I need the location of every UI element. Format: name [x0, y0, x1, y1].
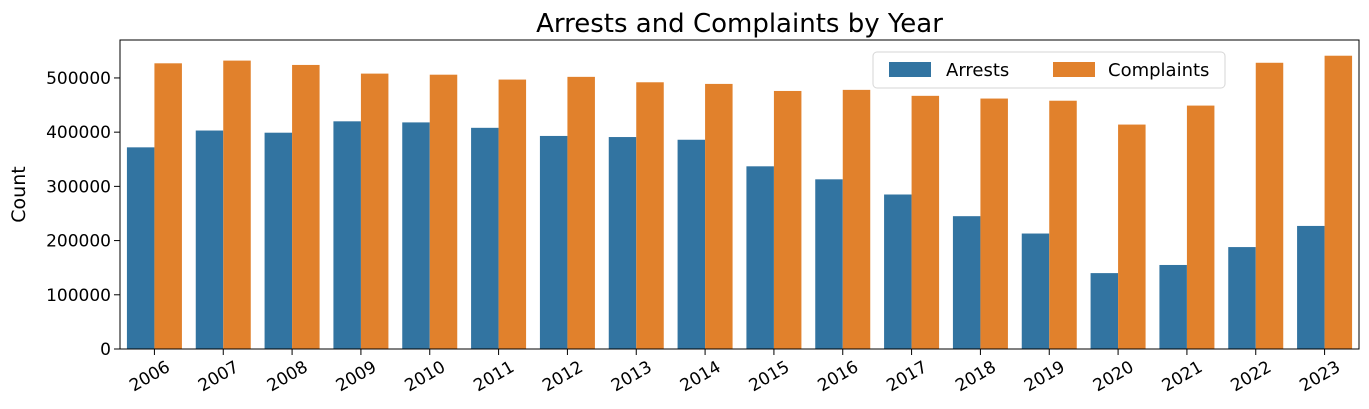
bar-complaints-2006	[154, 63, 182, 350]
x-tick-label: 2015	[746, 357, 793, 396]
bar-arrests-2015	[746, 166, 774, 349]
plot-frame	[119, 39, 1360, 350]
x-tick-label: 2017	[883, 357, 930, 396]
x-tick-label: 2020	[1090, 357, 1137, 396]
bar-arrests-2020	[1090, 273, 1119, 349]
bar-arrests-2021	[1159, 264, 1187, 349]
bar-complaints-2022	[1255, 62, 1284, 350]
bar-complaints-2019	[1049, 100, 1077, 349]
bar-arrests-2022	[1228, 247, 1256, 349]
x-tick-label: 2022	[1228, 357, 1275, 396]
legend-box	[872, 51, 1226, 89]
bar-arrests-2007	[195, 130, 224, 349]
chart-title: Arrests and Complaints by Year	[536, 9, 943, 39]
x-tick-label: 2016	[815, 357, 862, 396]
bar-complaints-2009	[360, 73, 389, 350]
bar-arrests-2006	[126, 147, 155, 349]
bar-arrests-2011	[471, 127, 499, 349]
x-tick-label: 2023	[1296, 357, 1343, 396]
bar-complaints-2018	[980, 98, 1008, 349]
x-tick-label: 2007	[195, 357, 242, 396]
x-tick-label: 2011	[470, 357, 517, 396]
bar-arrests-2010	[402, 122, 430, 350]
bar-arrests-2008	[264, 132, 293, 349]
x-tick-label: 2006	[126, 357, 173, 396]
bar-complaints-2015	[773, 90, 802, 350]
bars-group	[126, 55, 1353, 350]
y-tick-label: 500000	[46, 69, 111, 89]
bar-arrests-2014	[677, 139, 706, 349]
bar-arrests-2013	[608, 137, 637, 349]
bar-complaints-2023	[1324, 55, 1353, 349]
bar-complaints-2016	[842, 89, 871, 350]
bar-complaints-2010	[429, 74, 458, 349]
legend-swatch-arrests	[889, 62, 931, 77]
legend-swatch-complaints	[1053, 62, 1095, 77]
x-tick-label: 2021	[1159, 357, 1206, 396]
legend: Arrests Complaints	[872, 51, 1226, 89]
bar-complaints-2008	[292, 64, 320, 349]
bar-complaints-2012	[567, 76, 595, 350]
bar-complaints-2021	[1186, 105, 1215, 349]
y-tick-label: 100000	[46, 286, 111, 306]
x-tick-label: 2010	[402, 357, 449, 396]
x-tick-label: 2008	[264, 357, 311, 396]
bar-arrests-2009	[333, 121, 361, 349]
x-tick-label: 2014	[677, 357, 724, 396]
bar-arrests-2019	[1021, 233, 1050, 349]
x-tick-label: 2012	[539, 357, 586, 396]
bar-complaints-2011	[498, 79, 527, 349]
bar-complaints-2014	[705, 83, 733, 349]
bar-arrests-2018	[952, 216, 981, 349]
bar-arrests-2017	[884, 194, 912, 349]
y-tick-label: 0	[100, 340, 111, 360]
y-axis-ticks: 0 100000 200000 300000 400000 500000	[46, 69, 120, 360]
y-tick-label: 200000	[46, 232, 111, 252]
bar-arrests-2016	[815, 179, 843, 349]
y-axis-label: Count	[8, 166, 30, 222]
x-tick-label: 2013	[608, 357, 655, 396]
y-tick-label: 300000	[46, 177, 111, 197]
bar-complaints-2017	[911, 95, 940, 349]
bar-arrests-2012	[539, 135, 568, 349]
x-tick-label: 2018	[952, 357, 999, 396]
x-tick-label: 2009	[333, 357, 380, 396]
bar-arrests-2023	[1297, 225, 1325, 349]
x-tick-label: 2019	[1021, 357, 1068, 396]
bar-complaints-2020	[1118, 124, 1146, 349]
bar-complaints-2007	[223, 60, 251, 349]
x-axis-ticks: 2006 2007 2008 2009 2010 2011 2012 2013 2014 2015…	[126, 349, 1344, 396]
bar-complaints-2013	[636, 82, 664, 349]
legend-label-arrests: Arrests	[946, 60, 1009, 81]
legend-label-complaints: Complaints	[1108, 60, 1209, 81]
y-tick-label: 400000	[46, 123, 111, 143]
